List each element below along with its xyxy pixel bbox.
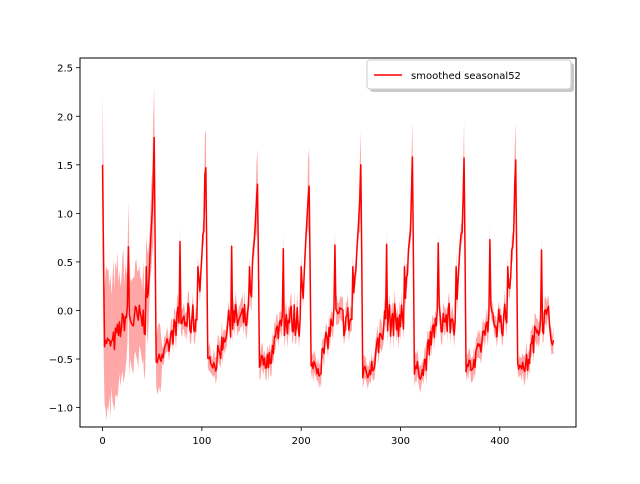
x-tick-label: 0: [99, 436, 105, 447]
series-line-smoothed-seasonal52: [101, 136, 555, 380]
y-tick-label: 2.0: [57, 112, 73, 123]
x-axis: 0 100 200 300 400: [99, 427, 509, 447]
y-tick-label: 0.5: [57, 258, 73, 269]
x-tick-label: 100: [192, 436, 211, 447]
x-tick-label: 200: [292, 436, 311, 447]
y-tick-label: −0.5: [49, 355, 73, 366]
y-tick-label: −1.0: [49, 404, 73, 415]
confidence-band: [102, 85, 554, 421]
legend: smoothed seasonal52: [366, 59, 574, 92]
x-tick-label: 400: [490, 436, 509, 447]
y-tick-label: 1.5: [57, 161, 73, 172]
plot-area: [101, 85, 555, 421]
y-tick-label: 2.5: [57, 64, 73, 75]
y-axis: −1.0 −0.5 0.0 0.5 1.0 1.5 2.0 2.5: [49, 64, 80, 415]
y-tick-label: 1.0: [57, 209, 73, 220]
legend-box: [366, 59, 572, 90]
y-tick-label: 0.0: [57, 306, 73, 317]
x-tick-label: 300: [391, 436, 410, 447]
axes-frame: [79, 57, 577, 428]
legend-entry-label: smoothed seasonal52: [411, 71, 521, 82]
